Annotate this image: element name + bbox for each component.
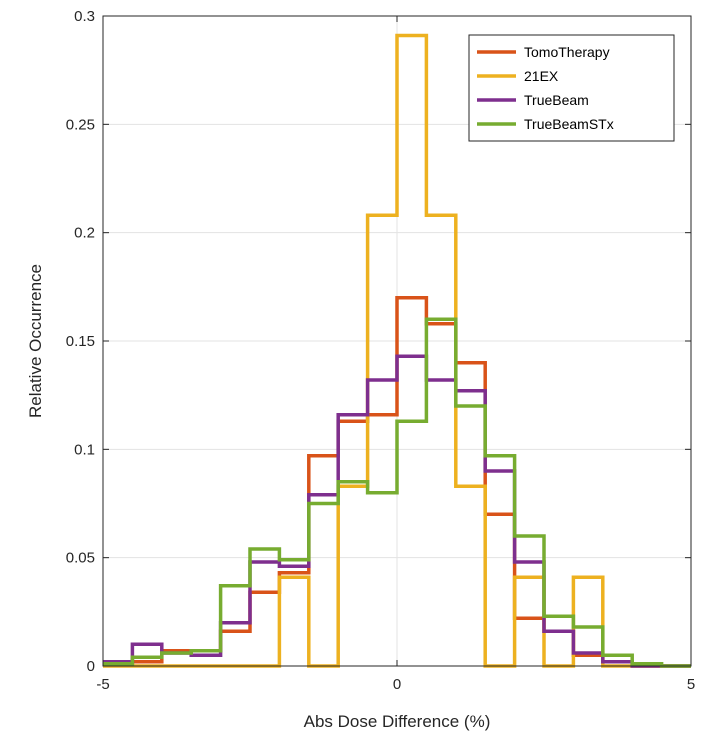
y-tick-label: 0.3	[74, 8, 95, 25]
y-tick-label: 0.05	[66, 550, 95, 567]
y-axis-title: Relative Occurrence	[26, 264, 45, 418]
y-tick-label: 0.15	[66, 333, 95, 350]
y-tick-label: 0.2	[74, 225, 95, 242]
y-tick-label: 0.25	[66, 116, 95, 133]
x-tick-label: -5	[96, 676, 109, 693]
series-line-truebeam	[103, 354, 691, 668]
legend-label-tomotherapy: TomoTherapy	[524, 44, 610, 60]
series-lines	[103, 33, 691, 668]
legend: TomoTherapy 21EX TrueBeam TrueBeamSTx	[468, 34, 675, 142]
legend-label-truebeam: TrueBeam	[524, 92, 589, 108]
legend-label-21ex: 21EX	[524, 68, 559, 84]
x-axis-title: Abs Dose Difference (%)	[304, 712, 491, 731]
y-tick-label: 0.1	[74, 441, 95, 458]
axis-ticks: 00.050.10.150.20.250.3-5 0 5	[66, 8, 695, 693]
legend-label-truebeamstx: TrueBeamSTx	[524, 116, 614, 132]
series-line-truebeamstx	[103, 317, 691, 668]
x-tick-label: 5	[687, 676, 695, 693]
y-tick-label: 0	[87, 658, 95, 675]
x-tick-label: 0	[393, 676, 401, 693]
